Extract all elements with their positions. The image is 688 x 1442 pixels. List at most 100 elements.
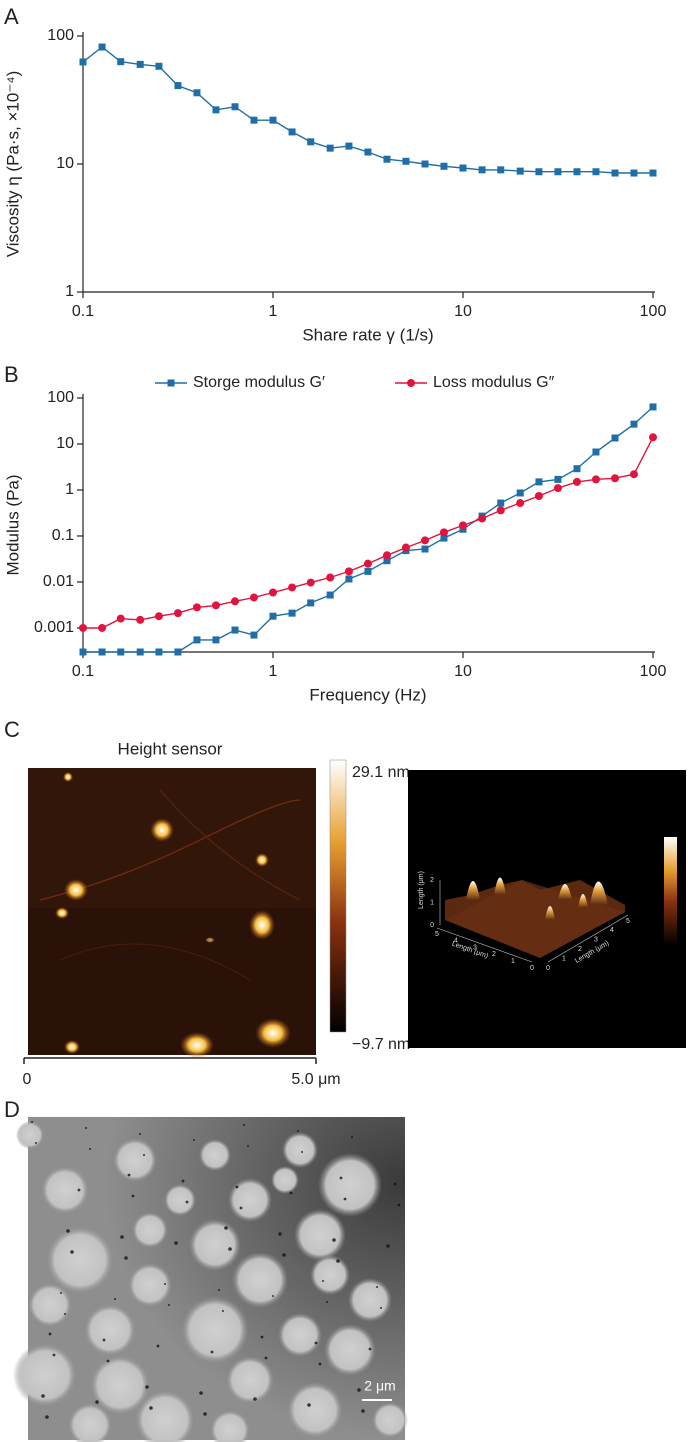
y-tick-label: 1 <box>65 481 74 498</box>
tem-speck <box>224 1226 228 1230</box>
data-point <box>212 636 220 644</box>
x-tick-label: 0.1 <box>72 663 94 680</box>
tem-disc <box>90 1355 150 1415</box>
data-point <box>649 403 657 411</box>
tem-speck <box>41 1394 45 1398</box>
tem-speck <box>48 1332 52 1336</box>
data-point <box>611 434 619 442</box>
data-point <box>98 623 107 632</box>
tem-speck <box>60 1292 62 1294</box>
data-point <box>592 168 600 176</box>
data-point <box>307 599 315 607</box>
color-bar <box>329 759 347 1033</box>
tem-speck <box>361 1409 365 1413</box>
tem-disc <box>278 1313 322 1357</box>
tem-disc <box>128 1263 172 1307</box>
tem-speck <box>139 1133 141 1135</box>
axis-3d-tick: 0 <box>430 922 434 929</box>
tem-disc <box>189 1219 241 1271</box>
tem-speck <box>95 1400 99 1404</box>
afm-3d-view: Length (μm) Length (μm) Length (μm) 5432… <box>408 770 686 1048</box>
tem-disc <box>228 1178 272 1222</box>
tem-disc <box>41 1166 89 1214</box>
data-point <box>136 60 144 68</box>
data-point <box>250 631 258 639</box>
tem-speck <box>318 1362 322 1366</box>
tem-speck <box>156 1344 160 1348</box>
tem-speck <box>297 1130 299 1132</box>
series-line <box>83 436 654 629</box>
data-point <box>192 603 201 612</box>
data-point <box>79 58 87 66</box>
tem-speck <box>243 1124 245 1126</box>
x-tick-label: 0.1 <box>72 303 94 320</box>
x-tick-label: 1 <box>269 663 278 680</box>
tem-speck <box>131 1194 135 1198</box>
tem-disc <box>84 1304 136 1356</box>
scale-start: 0 <box>23 1071 32 1088</box>
tem-disc <box>13 1343 77 1407</box>
x-tick-label: 10 <box>454 303 472 320</box>
x-tick-label: 1 <box>269 303 278 320</box>
data-point <box>364 148 372 156</box>
tem-disc <box>318 1153 382 1217</box>
data-point <box>79 648 87 656</box>
tem-speck <box>322 1280 324 1282</box>
data-point <box>117 58 125 66</box>
tem-speck <box>77 1188 81 1192</box>
tem-speck <box>260 1335 264 1339</box>
x-tick-label: 10 <box>454 663 472 680</box>
y-tick-label: 0.1 <box>52 527 74 544</box>
tem-image <box>13 1117 408 1442</box>
color-bar-max: 29.1 nm <box>352 764 410 781</box>
tem-disc <box>135 1390 195 1442</box>
axis-3d-tick: 5 <box>626 918 630 925</box>
tem-speck <box>368 1347 372 1351</box>
data-point <box>383 155 391 163</box>
tem-speck <box>332 1238 336 1242</box>
tem-disc <box>287 1382 343 1438</box>
tem-speck <box>357 1388 361 1392</box>
tem-speck <box>85 1127 87 1129</box>
axis-3d-tick: 0 <box>546 965 550 972</box>
legend-marker <box>407 379 415 387</box>
tem-speck <box>289 1191 293 1195</box>
tem-disc <box>226 1356 274 1404</box>
afm-title: Height sensor <box>118 739 223 758</box>
data-point <box>421 160 429 168</box>
tem-speck <box>326 1301 328 1303</box>
tem-speck <box>193 1139 195 1141</box>
data-point <box>496 506 505 515</box>
axis-3d-tick: 3 <box>473 944 477 951</box>
data-point <box>154 612 163 621</box>
data-point <box>231 597 240 606</box>
data-point <box>554 168 562 176</box>
tem-speck <box>343 1197 347 1201</box>
data-point <box>534 491 543 500</box>
y-axis-label: Modulus (Pa) <box>3 474 22 575</box>
tem-disc <box>199 1139 231 1171</box>
tem-speck <box>339 1176 343 1180</box>
axis-3d-tick: 0 <box>530 965 534 972</box>
tem-disc <box>16 1121 44 1149</box>
tem-speck <box>239 1206 243 1210</box>
data-point <box>117 648 125 656</box>
axis-3d-tick: 2 <box>578 946 582 953</box>
data-point <box>553 484 562 493</box>
tem-speck <box>351 1136 353 1138</box>
data-point <box>591 475 600 484</box>
tem-speck <box>210 1350 214 1354</box>
legend-label: Storge modulus G′ <box>193 374 325 391</box>
data-point <box>326 144 334 152</box>
color-bar-min: −9.7 nm <box>352 1036 410 1053</box>
data-point <box>231 626 239 634</box>
data-point <box>193 89 201 97</box>
tem-speck <box>253 1397 257 1401</box>
data-point <box>630 169 638 177</box>
legend-label: Loss modulus G″ <box>433 374 555 391</box>
data-point <box>649 169 657 177</box>
data-point <box>459 164 467 172</box>
panel-label: A <box>4 4 19 29</box>
scale-bar-label: 2 μm <box>364 1378 395 1394</box>
tem-speck <box>89 1148 91 1150</box>
